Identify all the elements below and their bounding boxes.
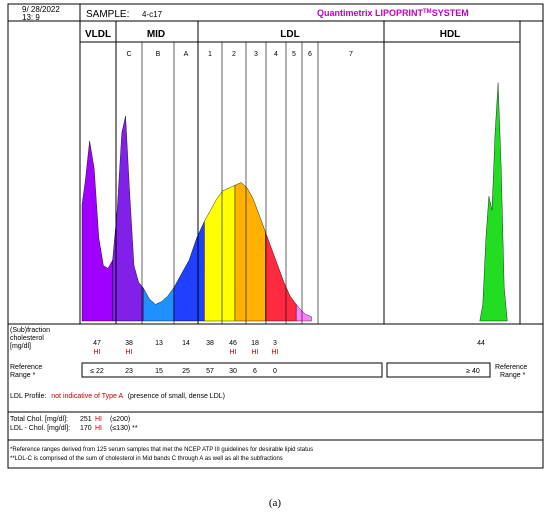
band-divider-lines bbox=[115, 21, 385, 324]
reference-value-c: 23 bbox=[125, 368, 133, 375]
band-label-3: 3 bbox=[254, 51, 258, 58]
band-label-c: C bbox=[126, 51, 131, 58]
subfraction-value-2: 46 bbox=[229, 340, 237, 347]
ldl-chol-ref: (≤130) ** bbox=[110, 425, 138, 432]
subfraction-flag-4: HI bbox=[272, 349, 279, 356]
band-label-6: 6 bbox=[308, 51, 312, 58]
footnote-reference-ranges: *Reference ranges derived from 125 serum… bbox=[10, 447, 313, 453]
band-label-a: A bbox=[184, 51, 189, 58]
area-2 bbox=[234, 182, 266, 322]
ldl-profile-note: (presence of small, dense LDL) bbox=[128, 393, 225, 400]
reference-row-label: Reference Range * bbox=[10, 364, 44, 379]
subfraction-flag-vldl: HI bbox=[94, 349, 101, 356]
total-chol-ref: (≤200) bbox=[110, 416, 130, 423]
band-labels: C B A 1 2 3 4 5 6 7 bbox=[126, 51, 353, 58]
band-label-4: 4 bbox=[274, 51, 278, 58]
total-chol-value: 251 bbox=[80, 416, 92, 423]
band-label-5: 5 bbox=[292, 51, 296, 58]
electrophoresis-areas bbox=[81, 82, 508, 322]
band-label-2: 2 bbox=[232, 51, 236, 58]
reference-value-a: 25 bbox=[182, 368, 190, 375]
reference-value-b: 15 bbox=[155, 368, 163, 375]
subfraction-value-a: 14 bbox=[182, 340, 190, 347]
brand-tm: TM bbox=[423, 9, 432, 15]
band-label-1: 1 bbox=[208, 51, 212, 58]
area-hdl bbox=[479, 82, 508, 322]
subfraction-row-label: (Sub)fraction cholesterol [mg/dl] bbox=[10, 327, 52, 350]
ldl-profile-label: LDL Profile: bbox=[10, 393, 46, 400]
brand-prefix: Quantimetrix LIPOPRINT bbox=[317, 8, 424, 18]
subfraction-value-c: 38 bbox=[125, 340, 133, 347]
report-time: 13: 9 bbox=[22, 13, 40, 22]
subfraction-value-1: 38 bbox=[206, 340, 214, 347]
total-chol-label: Total Chol. [mg/dl]: bbox=[10, 416, 68, 423]
report-frame bbox=[7, 3, 544, 469]
reference-row-label-right: Reference Range * bbox=[495, 364, 529, 379]
group-label-vldl: VLDL bbox=[85, 29, 111, 40]
reference-box-right bbox=[386, 362, 491, 378]
report-date: 9/ 28/2022 bbox=[22, 5, 60, 14]
subfraction-value-hdl: 44 bbox=[477, 340, 485, 347]
ldl-chol-flag: HI bbox=[95, 425, 102, 432]
area-a bbox=[173, 221, 205, 322]
sample-label: SAMPLE: bbox=[86, 9, 129, 20]
reference-values: ≤ 22 23 15 25 57 30 6 0 ≥ 40 bbox=[90, 368, 480, 375]
area-3 bbox=[265, 232, 297, 322]
area-c bbox=[112, 115, 144, 322]
subfraction-value-vldl: 47 bbox=[93, 340, 101, 347]
subfraction-flag-2: HI bbox=[230, 349, 237, 356]
area-4 bbox=[295, 303, 312, 322]
area-vldl bbox=[81, 140, 113, 322]
subfraction-value-3: 18 bbox=[251, 340, 259, 347]
ldl-chol-value: 170 bbox=[80, 425, 92, 432]
reference-value-hdl: ≥ 40 bbox=[466, 368, 480, 375]
figure-caption: (a) bbox=[268, 497, 282, 509]
group-label-mid: MID bbox=[147, 29, 165, 40]
subfraction-values: 47 HI 38 HI 13 14 38 46 HI 18 HI 3 HI 44 bbox=[93, 340, 485, 356]
ldl-profile-value: not indicative of Type A bbox=[51, 393, 123, 400]
reference-value-2: 30 bbox=[229, 368, 237, 375]
reference-value-3: 6 bbox=[253, 368, 257, 375]
group-label-hdl: HDL bbox=[440, 29, 461, 40]
sample-id: 4-c17 bbox=[142, 10, 163, 19]
area-b bbox=[142, 287, 175, 322]
reference-value-4: 0 bbox=[273, 368, 277, 375]
band-label-7: 7 bbox=[349, 51, 353, 58]
band-label-b: B bbox=[156, 51, 161, 58]
footnote-ldl-c: **LDL-C is comprised of the sum of chole… bbox=[10, 456, 283, 462]
reference-box-left bbox=[81, 362, 383, 378]
subfraction-flag-c: HI bbox=[126, 349, 133, 356]
ldl-profile-line: LDL Profile: not indicative of Type A (p… bbox=[10, 393, 225, 400]
reference-value-vldl: ≤ 22 bbox=[90, 368, 104, 375]
subfraction-flag-3: HI bbox=[252, 349, 259, 356]
group-labels: VLDL MID LDL HDL bbox=[85, 29, 460, 40]
brand-suffix: SYSTEM bbox=[432, 8, 469, 18]
area-1 bbox=[204, 184, 236, 322]
brand-title: Quantimetrix LIPOPRINTTMSYSTEM bbox=[317, 8, 469, 18]
total-chol-flag: HI bbox=[95, 416, 102, 423]
ldl-chol-label: LDL - Chol. [mg/dl]: bbox=[10, 425, 70, 432]
chart-frame bbox=[79, 20, 521, 325]
group-label-ldl: LDL bbox=[280, 29, 299, 40]
reference-value-1: 57 bbox=[206, 368, 214, 375]
subfraction-value-4: 3 bbox=[273, 340, 277, 347]
subfraction-value-b: 13 bbox=[155, 340, 163, 347]
